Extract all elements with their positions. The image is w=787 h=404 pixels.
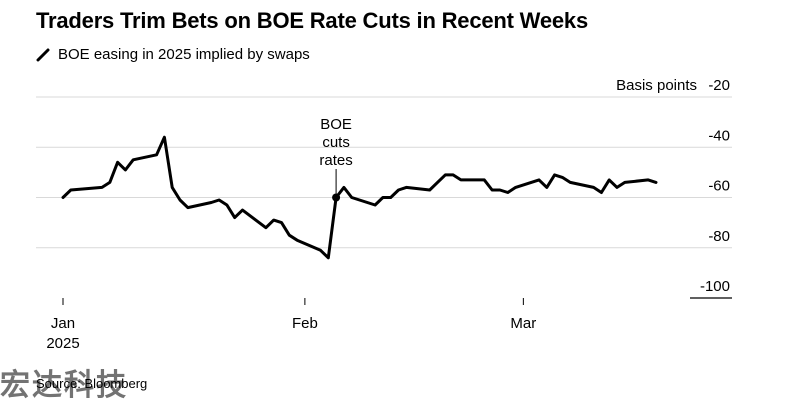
axis-layer: -20 -40 -60 -80 -100 Basis points Jan 2025 Feb Ma… — [46, 77, 730, 352]
y-tick-label: -100 — [700, 278, 730, 295]
legend-label: BOE easing in 2025 implied by swaps — [58, 46, 310, 63]
series-line — [61, 135, 658, 260]
grid-layer — [36, 96, 732, 299]
annotation-label: cuts — [322, 134, 350, 151]
y-axis-title: Basis points — [616, 77, 697, 94]
series-layer — [61, 135, 658, 260]
watermark: 宏达科技 — [0, 368, 128, 403]
x-tick-label: Jan — [51, 315, 75, 332]
x-tick-label: Mar — [510, 315, 536, 332]
legend-line-swatch — [36, 48, 50, 61]
y-tick-label: -60 — [708, 178, 730, 195]
x-tick-label: 2025 — [46, 335, 79, 352]
source-note: Source: Bloomberg — [36, 376, 148, 391]
y-tick-label: -40 — [708, 127, 730, 144]
annotation-label: rates — [319, 152, 352, 169]
chart-title: Traders Trim Bets on BOE Rate Cuts in Re… — [36, 8, 588, 33]
y-tick-label: -80 — [708, 228, 730, 245]
annotation-label: BOE — [320, 116, 352, 133]
x-tick-label: Feb — [292, 315, 318, 332]
y-tick-label: -20 — [708, 77, 730, 94]
annotation-marker — [332, 193, 341, 202]
legend: BOE easing in 2025 implied by swaps — [36, 46, 310, 63]
